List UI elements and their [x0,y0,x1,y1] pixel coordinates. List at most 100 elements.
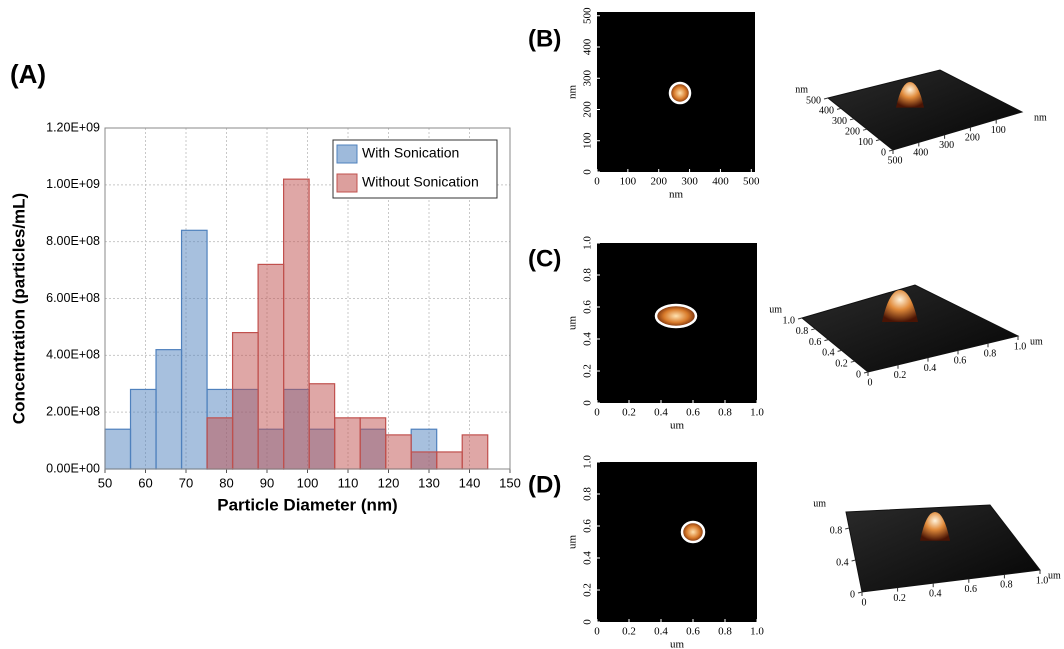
x-tick-label: 1.0 [1036,575,1049,586]
y-tick [837,349,842,352]
x-tick-label: 0.4 [929,588,942,599]
y-tick-label: 2.00E+08 [46,404,100,418]
panel-label: (D) [528,471,561,498]
legend-box [332,139,498,199]
y-tick-label: 0.6 [582,300,594,314]
x-tick-label: 400 [913,148,928,159]
particle-peak [920,512,950,541]
y-tick-label: 0 [881,147,886,158]
particle [680,520,706,544]
histogram-bar [257,263,285,470]
y-tick-label: 0 [582,400,594,406]
y-tick [811,328,816,331]
x-tick-label: 0 [594,176,600,188]
legend-label: With Sonication [362,145,459,161]
x-tick-label: 0.6 [686,407,700,419]
y-tick-label: 500 [582,7,594,24]
particle-peak [896,82,924,108]
y-tick-label: 0.4 [836,557,849,568]
y-tick-label: 1.00E+09 [46,177,100,191]
x-tick-label: 200 [965,132,980,143]
histogram-bar [206,417,234,470]
y-tick [888,149,894,152]
afm-image [597,462,757,622]
histogram-bar [410,451,438,470]
x-tick-label: 100 [991,125,1006,136]
y-tick [823,97,829,100]
x-tick-label: 0 [594,626,600,638]
x-axis-title: nm [1034,112,1047,123]
y-tick-label: 6.00E+08 [46,291,100,305]
histogram-bar [104,428,132,470]
y-axis-title: um [769,304,782,315]
x-tick-label: 0.6 [686,626,700,638]
y-axis-title: nm [795,84,808,95]
x-tick-label: 1.0 [1014,341,1027,352]
y-tick-label: 0 [850,589,855,600]
y-axis-title: Concentration (particles/mL) [9,193,28,424]
x-tick-label: 0 [862,597,867,608]
histogram-bar [436,451,463,470]
x-tick-label: 500 [743,176,760,188]
histogram-bar [461,434,489,470]
y-tick [862,128,868,131]
x-tick-label: 60 [138,475,152,490]
y-tick-label: 1.20E+09 [46,120,100,134]
panel-label: (C) [528,245,561,272]
x-tick-label: 110 [338,475,359,490]
particle [668,81,692,105]
y-tick [797,317,803,320]
x-tick-label: 400 [712,176,729,188]
y-tick-label: 0.8 [582,487,594,501]
y-tick-label: 0.8 [796,326,809,337]
legend-label: Without Sonication [362,174,479,190]
x-tick-label: 120 [378,475,400,490]
histogram-bar [385,434,412,470]
x-tick-label: 0.6 [954,356,967,367]
x-tick-label: 100 [297,475,319,490]
histogram-bar [283,178,310,470]
y-tick [845,527,850,530]
particle [654,303,698,329]
y-tick-label: 0.6 [582,519,594,533]
x-tick-label: 140 [459,475,481,490]
y-axis-title: um [813,498,826,509]
legend-swatch [336,144,358,164]
y-tick-label: 1.0 [582,455,594,469]
histogram-bar [308,383,336,470]
y-tick-label: 0 [582,169,594,175]
legend-swatch [336,173,358,193]
x-axis-title: um [670,420,685,432]
x-tick-label: 0.4 [924,363,937,374]
y-tick-label: 0 [856,369,861,380]
x-tick-label: 0.4 [654,407,668,419]
y-tick-label: 0.2 [835,358,848,369]
x-axis-title: um [1048,570,1061,581]
panel-label: (B) [528,25,561,52]
x-tick-label: 300 [939,140,954,151]
y-tick [850,360,855,363]
x-tick-label: 70 [179,475,193,490]
y-tick-label: 400 [582,38,594,55]
histogram-bar [231,332,259,470]
x-tick-label: 0.8 [718,626,732,638]
x-tick-label: 1.0 [750,626,764,638]
x-axis-title: Particle Diameter (nm) [217,495,397,514]
y-tick-label: 1.0 [582,236,594,250]
y-tick-label: 0.4 [582,551,594,565]
x-tick-label: 0.2 [893,593,906,604]
y-tick [857,591,863,594]
x-axis-title: um [670,639,685,649]
x-tick-label: 0.8 [984,348,997,359]
x-tick-label: 100 [620,176,637,188]
y-tick [836,107,842,110]
y-axis-title: um [567,316,579,331]
y-tick [849,118,855,121]
histogram-bar [334,417,361,470]
y-tick [875,139,881,142]
panel-label: (A) [10,59,46,89]
y-tick-label: 100 [858,137,873,148]
x-tick-label: 0.2 [894,370,907,381]
histogram-bar [359,417,387,470]
x-axis-title: um [1030,336,1043,347]
